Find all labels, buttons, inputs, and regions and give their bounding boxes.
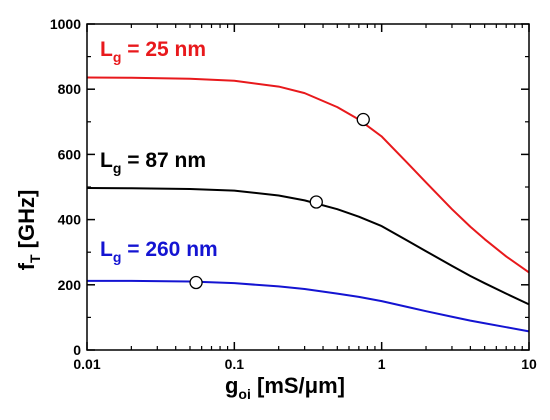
x-tick-label: 0.1 xyxy=(225,356,245,372)
series-line xyxy=(87,279,530,333)
y-axis-title-sub: T xyxy=(27,254,43,263)
y-tick-label: 200 xyxy=(58,277,82,293)
x-axis-title: goi [mS/μm] xyxy=(225,373,345,402)
x-axis-title-sub: oi xyxy=(238,386,250,402)
x-tick-label: 10 xyxy=(521,356,537,372)
y-tick-label: 0 xyxy=(73,342,81,358)
series-marker xyxy=(189,275,203,290)
series-layer xyxy=(86,76,530,333)
y-axis-title: fT [GHz] xyxy=(14,190,43,271)
axes-layer: 0.01 0.1 1 10 0 200 400 600 800 1000 xyxy=(50,16,537,372)
series-line xyxy=(86,76,530,274)
plot-frame xyxy=(86,23,530,351)
y-tick-label: 1000 xyxy=(50,16,81,32)
y-tick-label: 800 xyxy=(58,81,82,97)
series-marker xyxy=(356,112,370,127)
series-label: Lg = 87 nm xyxy=(100,149,206,176)
x-tick-label: 1 xyxy=(378,356,386,372)
series-marker xyxy=(309,195,323,209)
y-axis-title-main: f xyxy=(14,262,39,270)
series-line xyxy=(86,186,530,306)
series-label: Lg = 25 nm xyxy=(100,38,206,65)
x-tick-label: 0.01 xyxy=(73,356,100,372)
y-tick-label: 600 xyxy=(58,146,82,162)
x-axis-title-main: g xyxy=(225,373,238,398)
x-axis-title-units: [mS/μm] xyxy=(251,373,345,398)
labels-layer: Lg = 25 nm Lg = 87 nm Lg = 260 nm xyxy=(100,38,218,265)
series-label: Lg = 260 nm xyxy=(100,238,218,265)
y-axis-title-units: [GHz] xyxy=(14,190,39,255)
y-tick-label: 400 xyxy=(58,212,82,228)
